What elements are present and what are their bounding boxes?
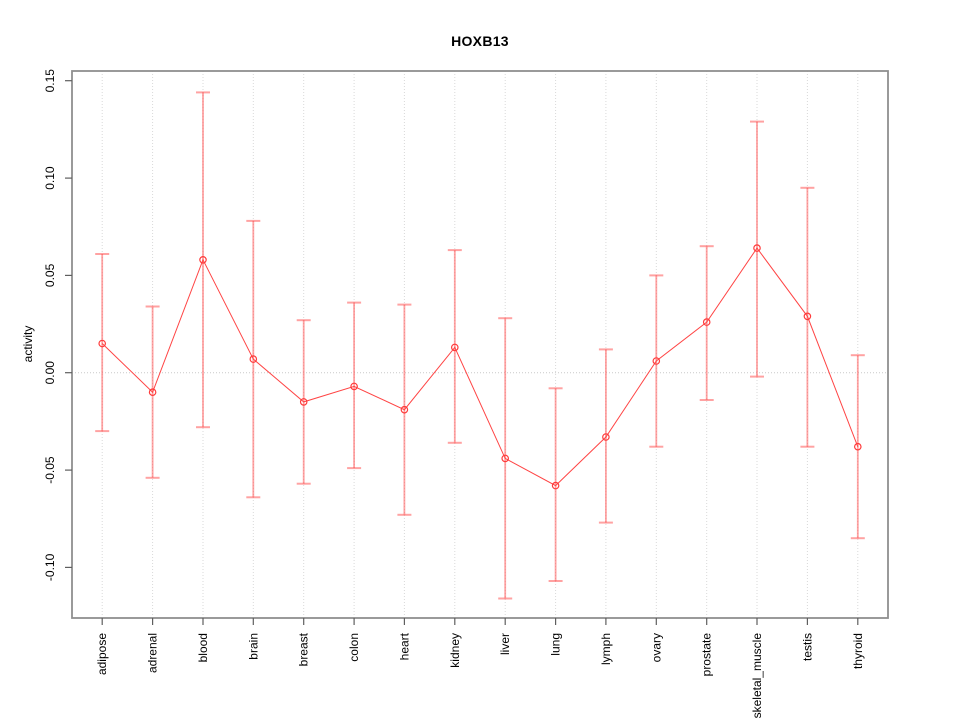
data-point [853, 442, 862, 451]
x-tick-label: thyroid [851, 633, 865, 669]
data-point [299, 398, 308, 406]
x-tick-label: adrenal [146, 633, 160, 673]
data-point [702, 318, 711, 326]
y-tick-label: -0.05 [43, 456, 57, 484]
data-point [400, 405, 409, 414]
data-point [249, 355, 258, 363]
data-point [148, 388, 157, 397]
data-point [652, 357, 661, 365]
x-tick-label: lymph [599, 633, 613, 665]
y-tick-label: 0.15 [43, 69, 57, 93]
x-tick-label: liver [498, 633, 512, 655]
x-tick-label: kidney [448, 633, 462, 668]
error-bar [447, 249, 462, 444]
error-bar [95, 253, 110, 433]
error-bar [750, 120, 764, 378]
plot-border [71, 70, 889, 619]
data-point [98, 339, 107, 348]
x-tick-label: ovary [649, 633, 663, 662]
y-tick-label: 0.05 [43, 263, 57, 287]
x-tick-label: colon [347, 633, 361, 662]
x-tick-label: testis [800, 633, 814, 661]
error-bar [598, 348, 613, 524]
series-line [101, 247, 859, 487]
data-point [350, 382, 358, 391]
data-point [551, 481, 560, 490]
y-tick-label: 0.10 [43, 166, 57, 190]
x-tick-label: breast [297, 632, 311, 666]
data-point [602, 433, 610, 441]
chart-title: HOXB13 [451, 33, 509, 49]
x-tick-label: prostate [700, 633, 714, 677]
data-point [753, 244, 761, 252]
y-tick-label: 0.00 [43, 361, 57, 385]
error-bar [699, 245, 714, 401]
y-tick-label: -0.10 [43, 553, 57, 581]
data-point [501, 454, 510, 463]
x-tick-label: skeletal_muscle [750, 633, 764, 719]
x-tick-label: blood [196, 633, 210, 662]
x-tick-label: lung [549, 633, 563, 656]
x-tick-label: heart [397, 632, 411, 660]
data-point [199, 255, 207, 264]
error-bar [548, 387, 563, 582]
data-point [450, 343, 459, 352]
data-point [803, 312, 812, 321]
y-axis-title: activity [21, 325, 35, 363]
error-bar [347, 301, 362, 470]
x-tick-label: adipose [95, 633, 109, 675]
x-tick-label: brain [246, 633, 260, 660]
